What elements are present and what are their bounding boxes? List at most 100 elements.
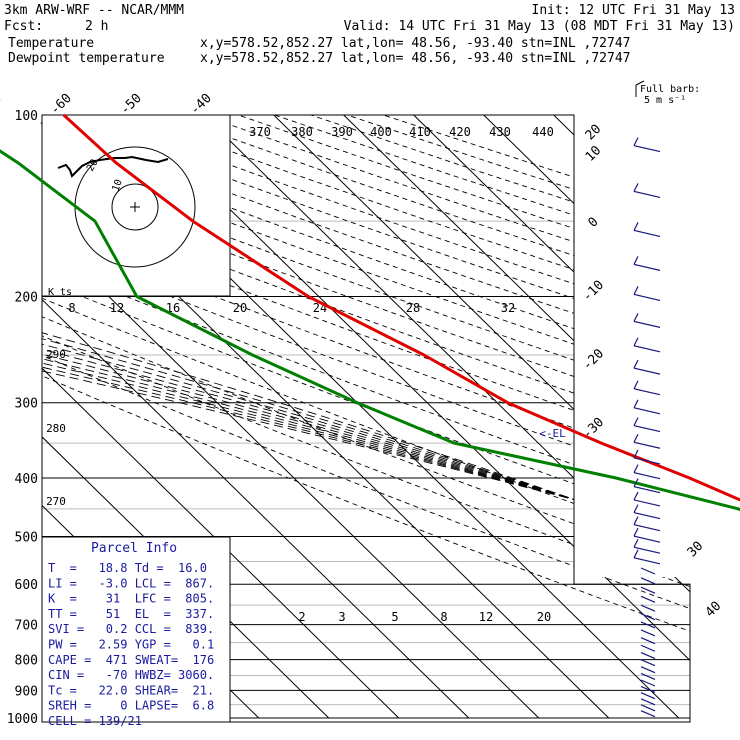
mixing-ratio-label: 3: [338, 610, 345, 624]
wind-barb-feather: [633, 491, 639, 501]
wind-barb: [633, 441, 661, 449]
pressure-label: 600: [15, 578, 38, 593]
temperature-profile-line: [62, 113, 740, 502]
mixing-ratio-label: 5: [391, 610, 398, 624]
hodograph-frame: [41, 114, 231, 297]
hodograph-ring-label-20: 20: [85, 158, 101, 174]
legend-temperature-info: x,y=578.52,852.27 lat,lon= 48.56, -93.40…: [200, 36, 630, 51]
isotherm-label: 0: [585, 215, 601, 231]
dry-adiabat: [238, 115, 690, 722]
moist-adiabat: [42, 296, 690, 722]
wind-barb-feather: [633, 380, 639, 389]
mixing-ratio-label: 20: [537, 610, 551, 624]
wind-barb-feather: [633, 337, 639, 347]
isotherm-line: [483, 115, 690, 719]
pressure-axis-labels: 100 200 300 400 500 600 700 800 900 1000: [7, 109, 38, 727]
parcel-info-frame: [41, 536, 231, 723]
wind-barb: [640, 613, 656, 621]
wind-barb: [640, 710, 656, 718]
legend-temperature-name: Temperature: [8, 36, 94, 51]
dry-adiabat: [42, 115, 690, 722]
isotherm-label: -50: [118, 91, 145, 118]
wind-barb: [633, 457, 661, 465]
wind-barb-feather: [633, 313, 639, 322]
theta-e-label: 400: [370, 125, 392, 139]
wind-barb-feather: [633, 183, 639, 192]
wind-barb: [640, 644, 656, 652]
moist-adiabat: [42, 296, 690, 722]
legend-dewpoint-name: Dewpoint temperature: [8, 51, 165, 66]
pressure-label: 100: [15, 109, 38, 124]
dry-adiabat: [42, 115, 690, 722]
wind-barb-feather: [633, 417, 639, 426]
legend-dewpoint-info: x,y=578.52,852.27 lat,lon= 48.56, -93.40…: [200, 51, 630, 66]
pressure-label: 800: [15, 654, 38, 669]
moist-adiabat-lines: [42, 296, 690, 722]
hodograph-trace: [57, 155, 169, 178]
dry-adiabat: [42, 115, 690, 722]
isotherm-label: -10: [580, 278, 607, 305]
wind-barb: [633, 407, 661, 415]
theta-label: 270: [46, 495, 66, 508]
wind-barb: [640, 567, 656, 575]
wind-barb: [640, 659, 656, 667]
pressure-label: 500: [15, 530, 38, 545]
isotherm-line: [413, 115, 690, 719]
init-time: Init: 12 UTC Fri 31 May 13: [532, 3, 736, 18]
wind-barb: [633, 472, 661, 480]
parcel-info-row: LI = -3.0 LCL = 867.: [48, 576, 214, 590]
isotherm-label: 40: [703, 599, 725, 621]
wind-barb-feather: [633, 256, 639, 265]
wind-barb: [633, 293, 661, 302]
wind-barb-feather: [633, 504, 639, 513]
wind-barb-feather: [633, 433, 639, 443]
wind-barb: [640, 692, 656, 700]
speed-label: 8: [68, 301, 75, 315]
parcel-info-row: CIN = -70 HWBZ= 3060.: [48, 668, 214, 682]
wind-barb-feather: [633, 222, 639, 231]
wind-barb: [633, 388, 661, 396]
wind-barb: [633, 263, 661, 271]
dry-adiabat: [165, 115, 690, 722]
mixing-ratio-label: 12: [479, 610, 493, 624]
mixing-ratio-label: 2: [298, 610, 305, 624]
wind-barb-feather: [633, 464, 639, 473]
wind-barb: [633, 229, 661, 238]
wind-barb: [633, 145, 661, 153]
wind-barb: [640, 666, 656, 674]
wind-barb-feather: [633, 527, 639, 537]
speed-scale: K ts 8 12 16 20 24 28 32: [48, 287, 515, 315]
theta-e-label: 380: [291, 125, 313, 139]
parcel-info-row: CELL = 139/21: [48, 714, 142, 728]
isotherm-line: [42, 115, 400, 719]
mixing-ratio-label: 8: [440, 610, 447, 624]
moist-adiabat: [42, 296, 690, 722]
wind-barb-feather: [633, 549, 639, 559]
wind-barb: [633, 320, 661, 328]
wind-barb: [633, 524, 661, 532]
speed-label: 20: [233, 301, 247, 315]
speed-label: 12: [110, 301, 124, 315]
wind-barb-feather: [633, 478, 639, 487]
barb-legend-unit: 5 m s⁻¹: [644, 95, 686, 106]
wind-barb-feather: [633, 449, 639, 459]
parcel-level-marker: <-EL: [539, 427, 566, 440]
parcel-info-row: K = 31 LFC = 805.: [48, 592, 214, 606]
pressure-label: 200: [15, 291, 38, 306]
wind-barb: [633, 535, 661, 543]
wind-barb: [640, 637, 656, 645]
wind-barb: [633, 425, 661, 433]
dry-adiabat: [310, 115, 690, 722]
model-title: 3km ARW-WRF -- NCAR/MMM: [4, 3, 184, 18]
wind-barb: [640, 586, 656, 594]
theta-e-label: 430: [489, 125, 511, 139]
theta-label: 290: [46, 348, 66, 361]
moist-adiabat: [42, 296, 690, 722]
pressure-label: 900: [15, 684, 38, 699]
wind-barb: [640, 704, 656, 712]
wind-barb: [633, 367, 661, 375]
parcel-info-title: Parcel Info: [91, 541, 177, 556]
isotherm-label: 30: [685, 539, 707, 561]
wind-barb-column: [633, 137, 661, 718]
parcel-info-row: TT = 51 EL = 337.: [48, 607, 214, 621]
